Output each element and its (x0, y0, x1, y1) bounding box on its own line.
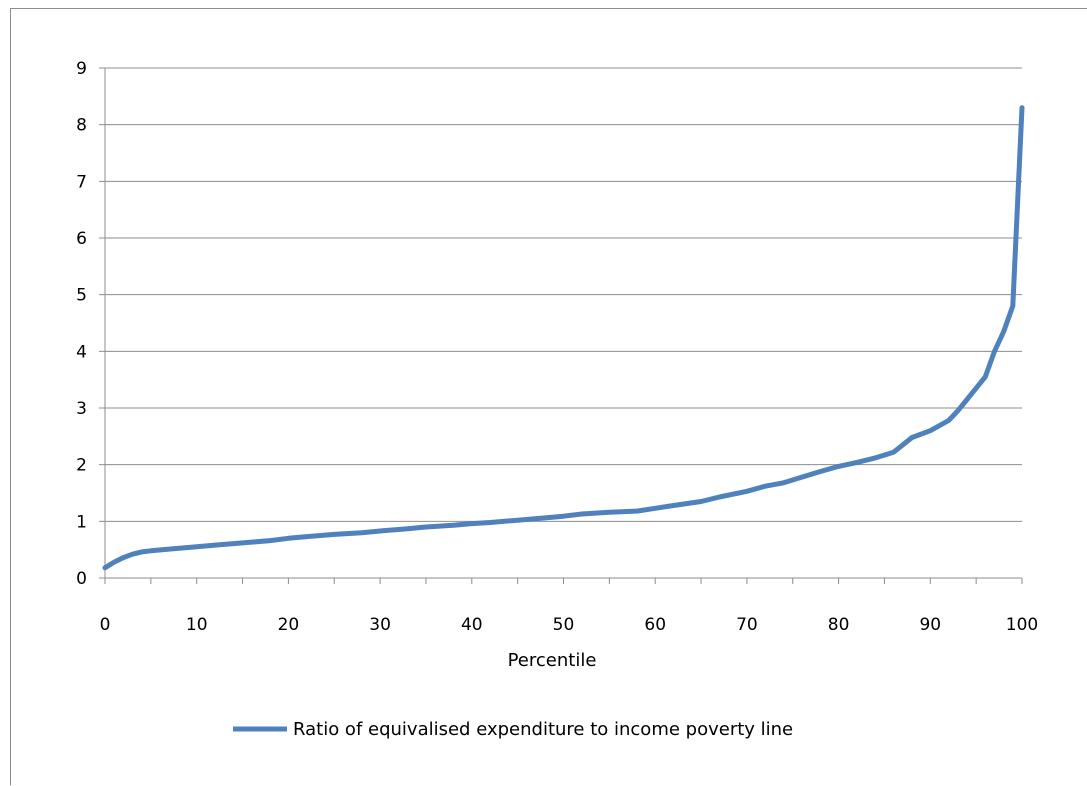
y-tick-label: 2 (76, 456, 87, 476)
y-tick-label: 7 (76, 172, 87, 192)
y-tick-label: 9 (76, 59, 87, 79)
x-tick-label: 60 (644, 615, 666, 635)
x-tick-label: 90 (919, 615, 941, 635)
y-tick-label: 0 (76, 569, 87, 589)
x-tick-label: 30 (369, 615, 391, 635)
x-tick-label: 10 (186, 615, 208, 635)
y-tick-label: 6 (76, 229, 87, 249)
x-tick-label: 50 (553, 615, 575, 635)
y-tick-label: 3 (76, 399, 87, 419)
x-tick-label: 100 (1006, 615, 1038, 635)
y-tick-label: 8 (76, 116, 87, 136)
y-tick-label: 1 (76, 512, 87, 532)
y-tick-label: 5 (76, 286, 87, 306)
x-tick-label: 40 (461, 615, 483, 635)
chart-frame: 0 1 2 3 4 5 6 7 8 9 0 10 20 30 40 50 60 70 80 90 100 Ratio o… (10, 8, 1087, 785)
y-tick-label: 4 (76, 342, 87, 362)
legend-label-0: Ratio of equivalised expenditure to inco… (293, 719, 793, 740)
x-tick-label: 80 (828, 615, 850, 635)
gridlines (105, 67, 1022, 522)
x-tick-label: 20 (278, 615, 300, 635)
x-axis-title: Percentile (508, 650, 597, 671)
x-tick-label: 0 (100, 615, 111, 635)
legend: Ratio of equivalised expenditure to inco… (233, 719, 793, 740)
series-line-0 (102, 105, 1025, 571)
series-layer (102, 105, 1025, 571)
x-tick-label: 70 (736, 615, 758, 635)
